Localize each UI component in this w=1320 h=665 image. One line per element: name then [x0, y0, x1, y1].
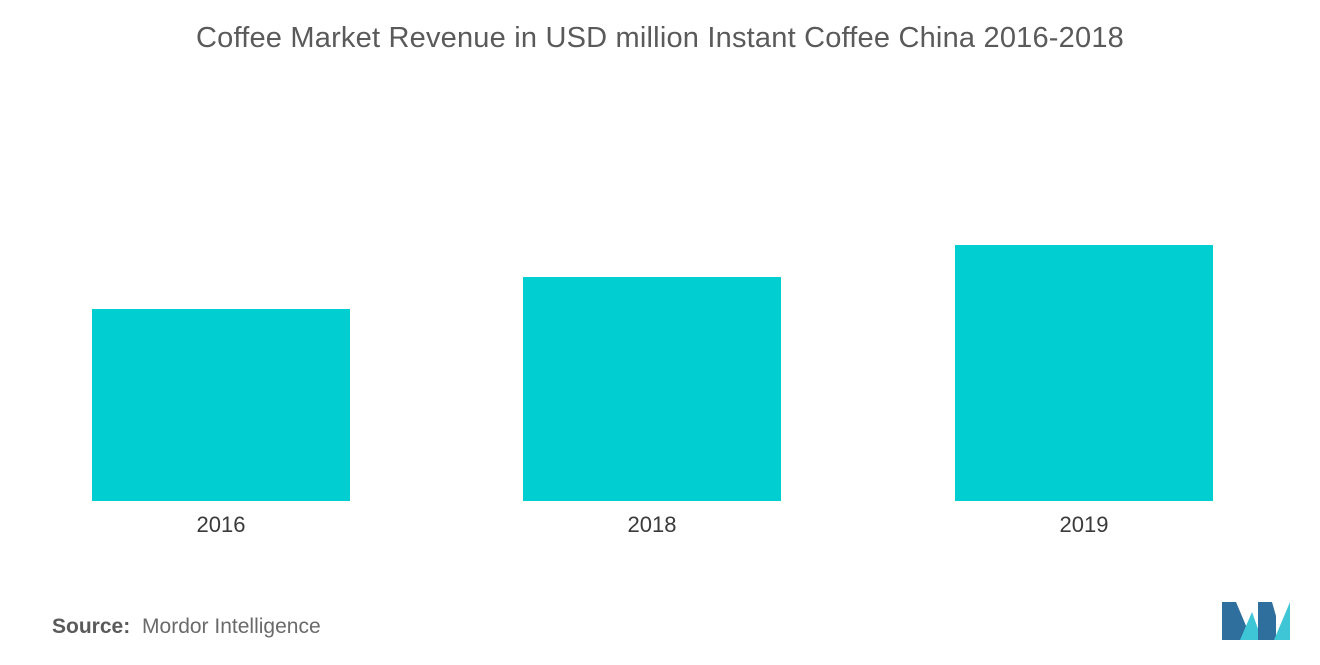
chart-title: Coffee Market Revenue in USD million Ins…: [196, 22, 1124, 54]
source-text: Mordor Intelligence: [142, 615, 321, 638]
bar-2019: [955, 245, 1213, 501]
mordor-intelligence-logo-icon: [1222, 602, 1290, 640]
bar-2016: [92, 309, 350, 501]
source-label: Source:: [52, 615, 131, 638]
x-tick-label-2018: 2018: [628, 512, 677, 537]
x-tick-label-2019: 2019: [1060, 512, 1109, 537]
x-tick-label-2016: 2016: [197, 512, 246, 537]
source-note: Source: Mordor Intelligence: [52, 615, 321, 639]
bar-2018: [523, 277, 781, 501]
